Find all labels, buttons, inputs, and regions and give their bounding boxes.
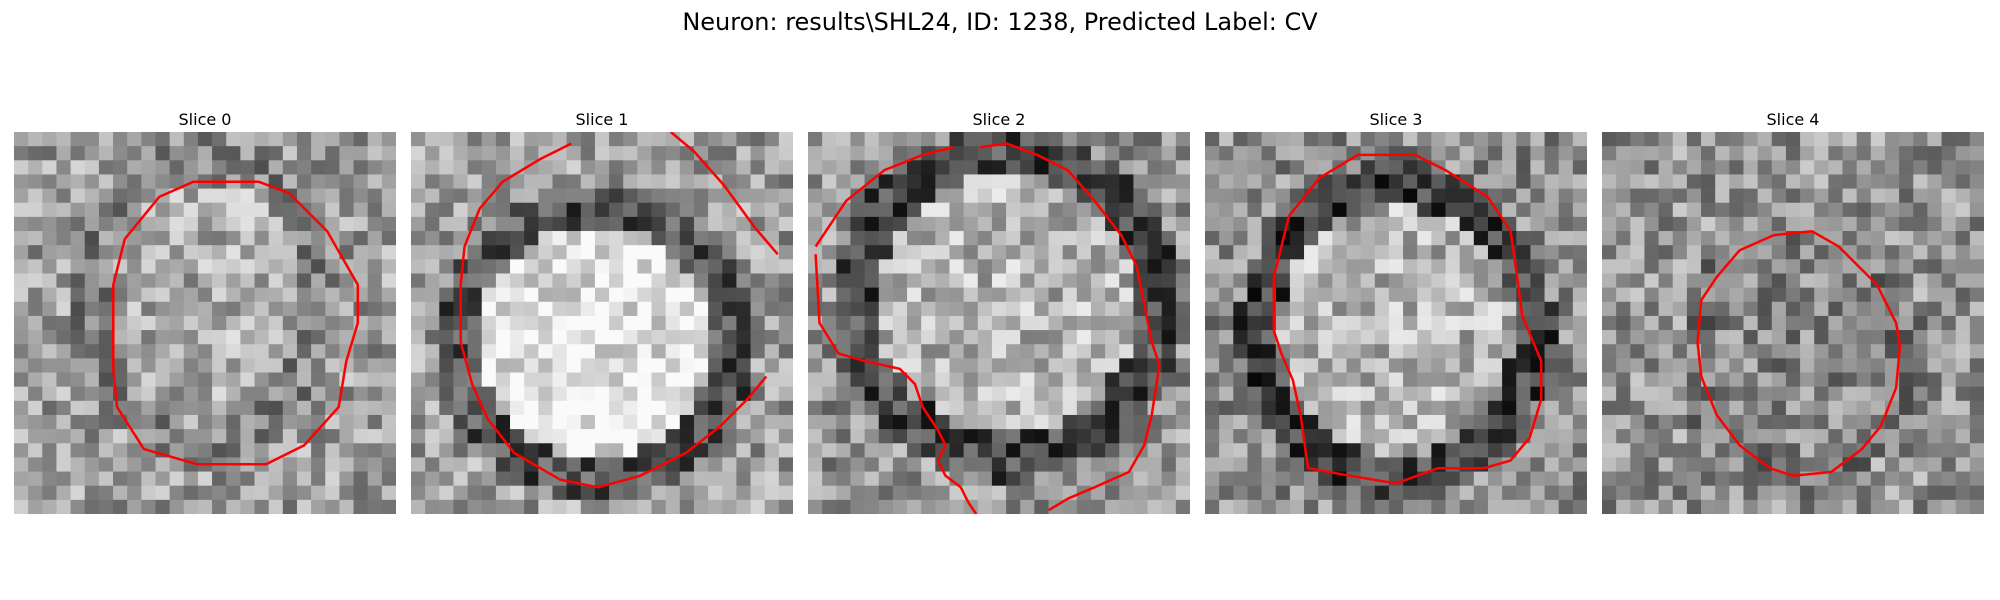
slice-panel-1: Slice 1 (411, 108, 793, 514)
slice-title: Slice 1 (575, 110, 629, 129)
slice-title: Slice 2 (972, 110, 1026, 129)
pixel-grid (1205, 132, 1587, 514)
slice-title: Slice 4 (1766, 110, 1820, 129)
slice-image (808, 132, 1190, 514)
segmentation-contour (112, 180, 360, 466)
figure-title: Neuron: results\SHL24, ID: 1238, Predict… (682, 8, 1318, 36)
pixel-grid (411, 132, 793, 514)
slice-panel-2: Slice 2 (808, 108, 1190, 514)
slice-title: Slice 0 (178, 110, 232, 129)
segmentation-contour (669, 132, 779, 256)
slice-panel-4: Slice 4 (1602, 108, 1984, 514)
segmentation-contour (459, 142, 768, 489)
slice-image (14, 132, 396, 514)
slice-panel-3: Slice 3 (1205, 108, 1587, 514)
pixel-grid (1602, 132, 1984, 514)
segmentation-contour (814, 254, 978, 514)
segmentation-contour (979, 142, 1161, 512)
segmentation-contour (1272, 153, 1543, 485)
slice-image (411, 132, 793, 514)
slice-image (1602, 132, 1984, 514)
segmentation-contour (814, 146, 954, 248)
slice-panel-0: Slice 0 (14, 108, 396, 514)
slice-image (1205, 132, 1587, 514)
segmentation-contour (1696, 230, 1902, 478)
slice-title: Slice 3 (1369, 110, 1423, 129)
pixel-grid (808, 132, 1190, 514)
pixel-grid (14, 132, 396, 514)
